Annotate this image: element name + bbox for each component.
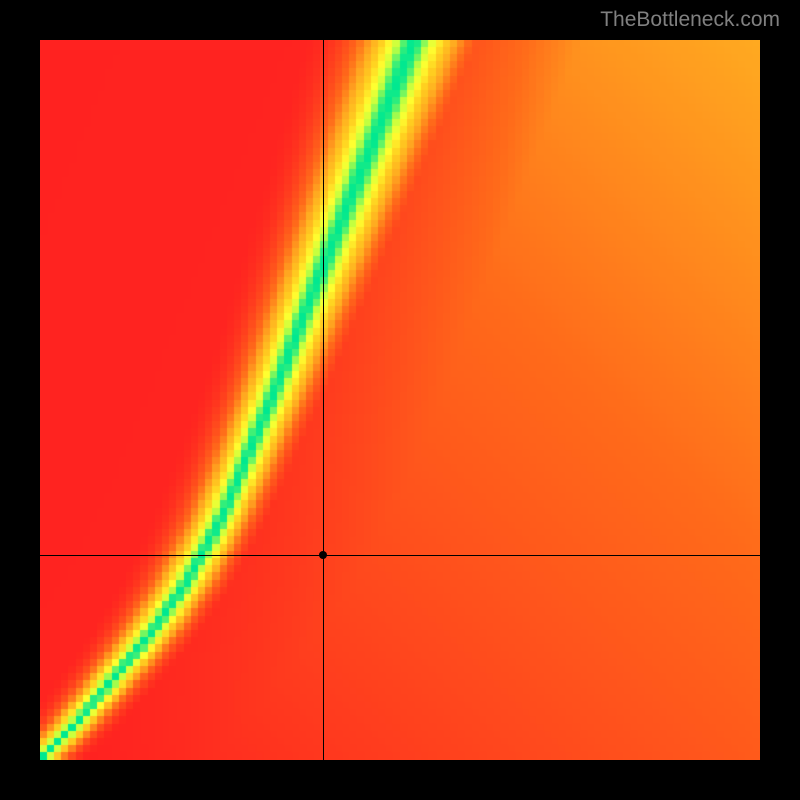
crosshair-vertical: [323, 40, 324, 760]
heatmap-canvas: [40, 40, 760, 760]
crosshair-horizontal: [40, 555, 760, 556]
crosshair-marker: [319, 551, 327, 559]
watermark-text: TheBottleneck.com: [600, 8, 780, 32]
heatmap-plot: [40, 40, 760, 760]
